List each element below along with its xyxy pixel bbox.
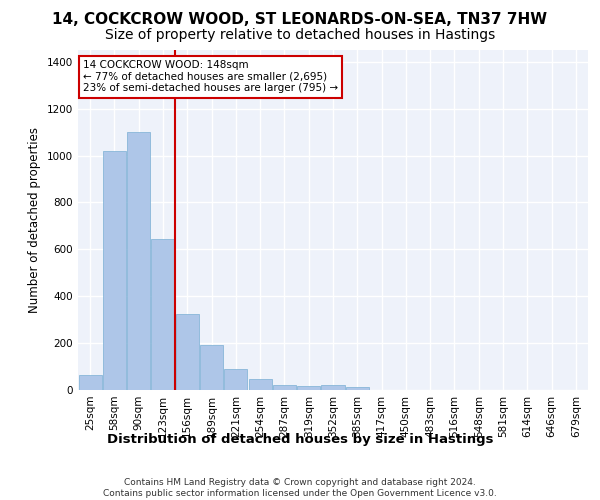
Bar	[346, 387, 369, 390]
Bar	[224, 369, 247, 390]
Bar	[151, 239, 175, 390]
Text: 14, COCKCROW WOOD, ST LEONARDS-ON-SEA, TN37 7HW: 14, COCKCROW WOOD, ST LEONARDS-ON-SEA, T…	[52, 12, 548, 28]
Bar	[176, 314, 199, 390]
Bar	[248, 379, 272, 390]
Bar	[79, 375, 101, 390]
Bar	[297, 386, 320, 390]
Bar	[273, 385, 296, 390]
Bar	[200, 346, 223, 390]
Text: Distribution of detached houses by size in Hastings: Distribution of detached houses by size …	[107, 432, 493, 446]
Y-axis label: Number of detached properties: Number of detached properties	[28, 127, 41, 313]
Text: Size of property relative to detached houses in Hastings: Size of property relative to detached ho…	[105, 28, 495, 42]
Bar	[103, 151, 126, 390]
Bar	[127, 132, 150, 390]
Text: 14 COCKCROW WOOD: 148sqm
← 77% of detached houses are smaller (2,695)
23% of sem: 14 COCKCROW WOOD: 148sqm ← 77% of detach…	[83, 60, 338, 94]
Text: Contains HM Land Registry data © Crown copyright and database right 2024.
Contai: Contains HM Land Registry data © Crown c…	[103, 478, 497, 498]
Bar	[322, 386, 344, 390]
